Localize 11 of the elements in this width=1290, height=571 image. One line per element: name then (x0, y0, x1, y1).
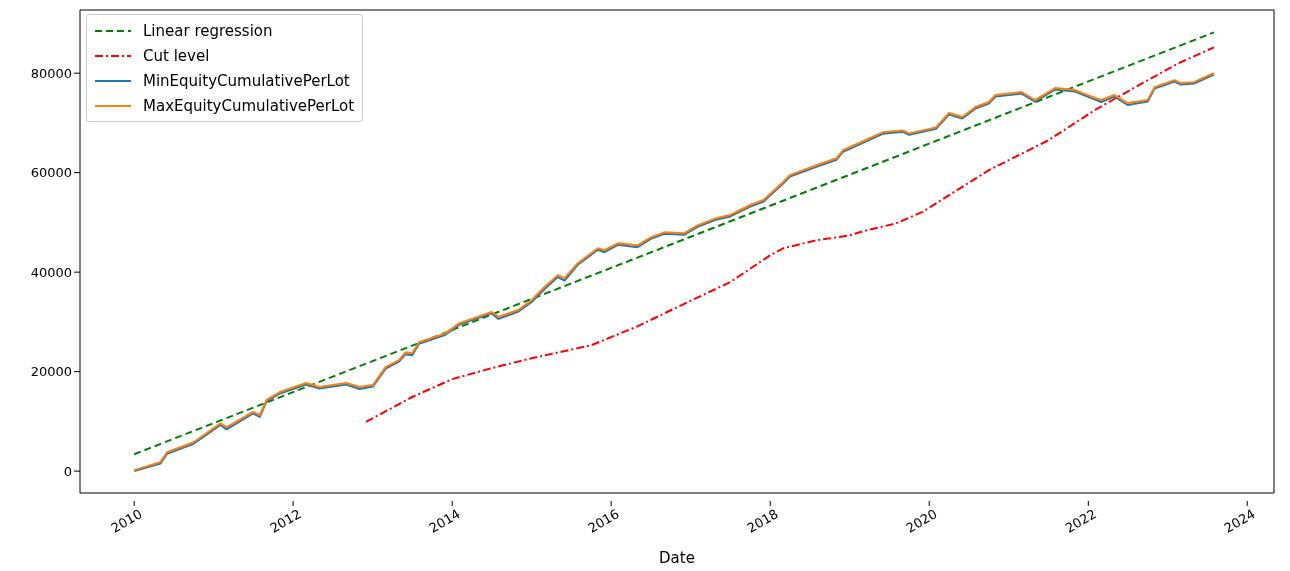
y-tick-label: 80000 (30, 65, 72, 81)
y-tick-label: 40000 (30, 264, 72, 280)
legend-label: MinEquityCumulativePerLot (143, 71, 350, 90)
y-tick-label: 20000 (30, 364, 72, 380)
legend-label: Linear regression (143, 21, 273, 40)
y-tick-label: 0 (63, 463, 72, 479)
legend-label: Cut level (143, 46, 210, 65)
line-series (365, 46, 1215, 423)
y-tick-label: 60000 (30, 165, 72, 181)
legend-label: MaxEquityCumulativePerLot (143, 96, 355, 115)
x-axis-title: Date (659, 549, 695, 567)
